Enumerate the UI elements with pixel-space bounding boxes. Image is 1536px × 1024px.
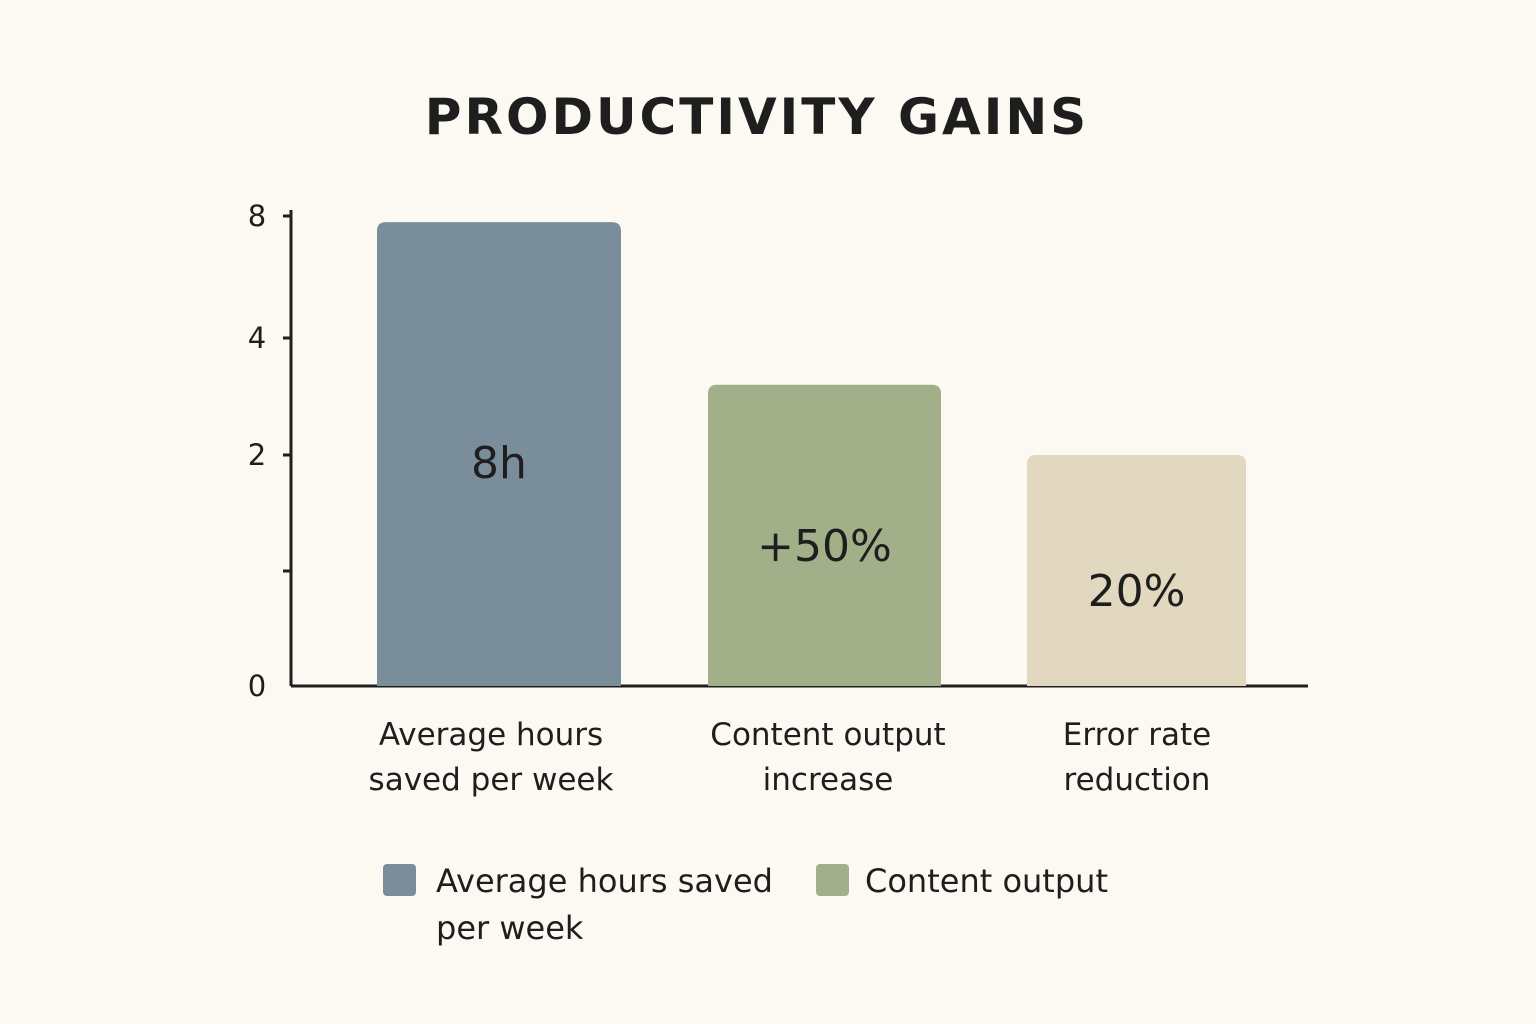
y-tick-label: 8 <box>248 199 266 233</box>
y-tick-label: 2 <box>248 438 266 472</box>
bar-2 <box>708 384 941 686</box>
category-label: Error rate <box>1063 717 1211 753</box>
chart-title: PRODUCTIVITY GAINS <box>425 88 1089 146</box>
legend-label: per week <box>436 909 584 947</box>
category-label: Average hours <box>379 717 603 753</box>
bar-data-label: 20% <box>1088 566 1186 617</box>
bar-data-label: 8h <box>471 438 527 489</box>
y-tick-label: 0 <box>248 669 266 703</box>
legend-label: Content output <box>865 862 1108 900</box>
legend: Average hours saved per week Content outpu… <box>383 862 1108 947</box>
legend-swatch <box>383 864 416 896</box>
legend-label: Average hours saved <box>436 862 773 900</box>
category-labels: Average hours saved per week Content outpu… <box>369 717 1212 798</box>
category-label: reduction <box>1064 762 1211 798</box>
category-label: saved per week <box>369 762 614 798</box>
category-label: increase <box>763 762 894 798</box>
category-label: Content output <box>710 717 945 753</box>
legend-swatch <box>816 864 849 896</box>
bar-data-label: +50% <box>757 521 892 572</box>
bar-3 <box>1027 455 1246 686</box>
bars: 8h +50% 20% <box>377 222 1246 686</box>
y-tick-label: 4 <box>248 321 266 355</box>
bar-1 <box>377 222 621 686</box>
